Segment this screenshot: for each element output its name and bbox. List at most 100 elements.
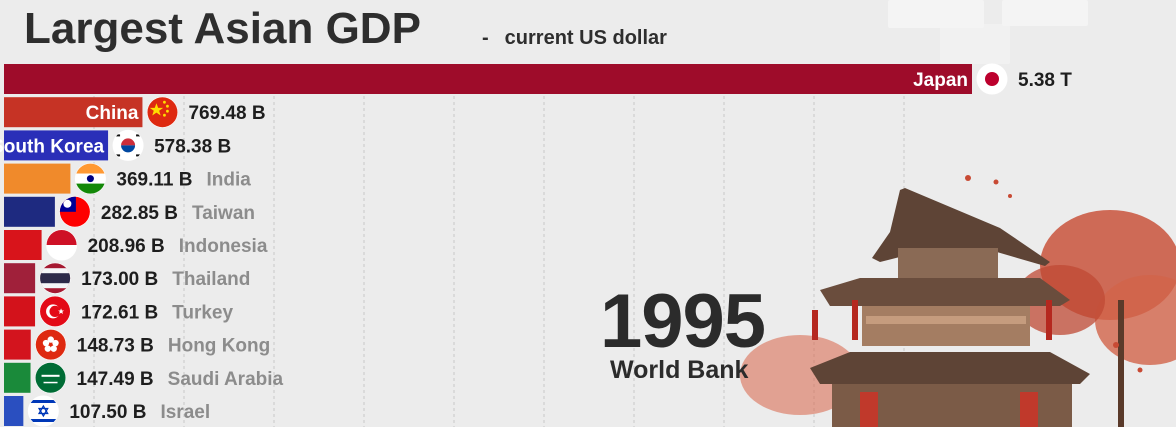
flag-stripe — [115, 154, 121, 157]
flag-star — [163, 100, 166, 104]
flag-petal — [47, 336, 54, 343]
flag-script — [41, 374, 60, 377]
india-flag-icon — [74, 163, 106, 195]
foliage-shape — [740, 335, 860, 415]
flag-body — [40, 296, 71, 327]
page-title: Largest Asian GDP — [24, 4, 421, 53]
flag-stripe — [115, 134, 121, 137]
flag-star-of-david — [37, 404, 49, 415]
pagoda-illustration — [740, 175, 1176, 427]
pagoda-roof-lower — [810, 352, 1090, 384]
value-label-saudi-arabia: 147.49 B — [77, 369, 154, 390]
hanging-lantern — [1046, 300, 1052, 340]
flag-stripe — [28, 419, 59, 422]
hanging-lantern — [812, 310, 818, 340]
hong-kong-flag-icon — [35, 329, 67, 361]
bar-israel — [4, 396, 24, 426]
bar-row-hong-kong: 148.73 B Hong Kong — [4, 329, 270, 361]
flag-stripe — [40, 273, 71, 284]
flag-body — [35, 329, 66, 360]
bar-indonesia — [4, 230, 42, 260]
bar-row-china: 769.48 B China — [4, 96, 266, 128]
taiwan-flag-icon — [59, 196, 91, 228]
bar-south-korea — [4, 130, 109, 161]
chart-subtitle: - current US dollar — [482, 27, 667, 50]
background-tile — [888, 0, 984, 28]
subtitle-text: current US dollar — [504, 27, 667, 49]
category-label-taiwan: Taiwan — [192, 203, 255, 224]
flag-body — [35, 362, 66, 393]
bar-row-india: 369.11 B India — [4, 163, 251, 195]
year-label: 1995 — [600, 279, 766, 364]
pagoda-middle-wall — [862, 306, 1030, 346]
value-label-indonesia: 208.96 B — [88, 236, 165, 257]
flag-petal — [42, 339, 50, 347]
value-label-hong-kong: 148.73 B — [77, 336, 154, 357]
bar-china — [4, 97, 143, 128]
category-label-hong-kong: Hong Kong — [168, 336, 270, 357]
israel-flag-icon — [27, 395, 59, 427]
flag-stripe — [136, 134, 142, 137]
bar-india — [4, 163, 71, 194]
flag-body — [147, 97, 178, 128]
flag-taeguk-top — [121, 138, 136, 146]
bar-row-turkey: 172.61 B Turkey — [4, 295, 234, 327]
flag-stripe — [46, 230, 77, 245]
south-korea-flag-icon — [112, 129, 144, 161]
flag-body — [59, 196, 90, 227]
category-label-thailand: Thailand — [172, 269, 250, 290]
category-label-saudi-arabia: Saudi Arabia — [168, 369, 284, 390]
flag-star — [166, 104, 169, 108]
flag-stripe — [46, 245, 77, 260]
value-label-south-korea: 578.38 B — [154, 136, 231, 157]
flag-star — [166, 109, 169, 113]
flag-field — [35, 362, 66, 393]
background-tile — [940, 24, 1010, 64]
category-label-south-korea: South Korea — [0, 136, 104, 157]
pagoda-door — [860, 392, 878, 427]
category-label-turkey: Turkey — [172, 302, 233, 323]
flag-field — [28, 396, 59, 426]
bar-thailand — [4, 263, 36, 294]
category-label-japan: Japan — [913, 70, 968, 91]
flag-sword — [43, 381, 58, 384]
source-label: World Bank — [610, 356, 749, 384]
indonesia-flag-icon — [46, 229, 78, 261]
value-label-israel: 107.50 B — [69, 402, 146, 423]
flag-petal — [44, 345, 52, 352]
saudi-arabia-flag-icon — [35, 362, 67, 394]
value-label-china: 769.48 B — [188, 103, 265, 124]
bar-row-saudi-arabia: 147.49 B Saudi Arabia — [4, 362, 284, 394]
china-flag-icon — [146, 96, 178, 128]
falling-petal — [993, 179, 999, 185]
flag-chakra — [86, 175, 94, 183]
flag-sun — [63, 199, 72, 208]
flag-petal — [50, 345, 57, 352]
category-label-indonesia: Indonesia — [179, 236, 268, 257]
bar-row-south-korea: 578.38 B South Korea — [0, 129, 231, 161]
falling-petal — [965, 175, 971, 181]
flag-field — [147, 97, 178, 128]
bar-row-thailand: 173.00 B Thailand — [4, 262, 250, 294]
flag-stripe — [75, 163, 106, 174]
value-label-india: 369.11 B — [116, 170, 192, 191]
bar-row-taiwan: 282.85 B Taiwan — [4, 196, 255, 228]
bar-saudi-arabia — [4, 362, 31, 393]
pagoda-balcony — [866, 316, 1026, 324]
flag-body — [40, 263, 71, 294]
flag-star — [149, 103, 164, 116]
value-label-taiwan: 282.85 B — [101, 203, 178, 224]
subtitle-dash: - — [482, 27, 489, 49]
flag-body — [75, 163, 106, 194]
bar-taiwan — [4, 196, 55, 227]
flag-star-of-david — [37, 407, 49, 418]
flag-field — [35, 329, 66, 360]
category-label-india: India — [206, 170, 251, 191]
value-label-turkey: 172.61 B — [81, 302, 158, 323]
pagoda-roof-middle — [820, 278, 1070, 306]
flag-body — [28, 396, 59, 426]
falling-petal — [1137, 367, 1143, 373]
tree-trunk — [1118, 300, 1124, 427]
flag-stripe — [75, 183, 106, 194]
